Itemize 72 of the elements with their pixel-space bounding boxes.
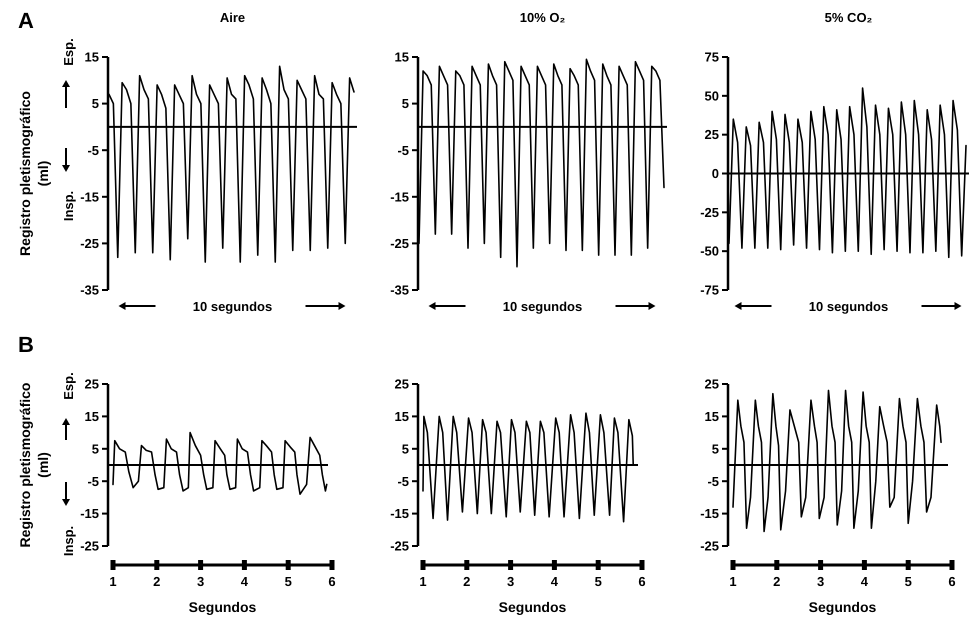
x-tick-label: 2 [463,574,470,589]
y-tick-label: -35 [80,282,99,298]
text: A [18,8,34,33]
y-tick-label: 5 [92,441,99,456]
y-tick-label: 25 [704,127,719,142]
y-tick-label: -25 [700,538,719,554]
y-tick-label: -35 [390,282,409,298]
y-tick-label: -5 [87,474,99,489]
y-tick-label: -15 [390,189,409,204]
y-tick-label: -25 [390,538,409,554]
x-tick-label: 3 [506,574,514,589]
x-tick-label: 1 [109,574,117,589]
y-tick-label: -25 [700,204,719,220]
y-tick-label: 25 [704,376,719,392]
y-tick-label: -15 [80,506,99,522]
text: B [18,332,34,357]
x-tick-label: 5 [904,574,912,589]
y-tick-label: -5 [707,474,719,489]
y-tick-label: 50 [704,88,719,104]
y-axis-title: Registro pletismográfico (ml) [17,382,51,548]
x-tick-label: 4 [860,574,869,589]
text: 10 segundos [808,299,888,314]
y-tick-label: 15 [394,50,409,65]
y-tick-label: -25 [80,236,99,251]
text: Esp. [61,38,76,66]
y-tick-label: -5 [397,474,409,489]
y-tick-label: 5 [402,441,409,456]
x-tick-label: 6 [328,574,336,589]
x-tick-label: 3 [196,574,204,589]
y-tick-label: -25 [390,236,409,251]
y-tick-label: -25 [80,538,99,554]
x-tick-label: 6 [948,574,956,589]
chart-title: 10% O₂ [520,10,566,25]
y-axis-title: Registro pletismográfico (ml) [17,91,51,256]
chart-title: Aire [220,10,246,25]
text: 10 segundos [192,299,272,314]
y-tick-label: 5 [92,96,99,112]
y-tick-label: -5 [397,142,409,158]
x-axis-title: Segundos [808,599,877,615]
x-axis-title: Segundos [498,599,567,615]
x-tick-label: 5 [594,574,602,589]
x-tick-label: 4 [240,574,249,589]
x-tick-label: 2 [153,574,160,589]
y-tick-label: -15 [700,506,719,522]
y-tick-label: 5 [712,441,719,456]
x-tick-label: 5 [284,574,292,589]
y-tick-label: -5 [87,142,99,158]
text: 10 segundos [502,299,582,314]
y-tick-label: -15 [80,189,99,204]
y-tick-label: 15 [394,408,409,424]
x-tick-label: 2 [773,574,780,589]
x-tick-label: 1 [419,574,427,589]
y-tick-label: 15 [84,408,99,424]
y-tick-label: -15 [390,506,409,522]
y-tick-label: 75 [704,50,719,65]
y-tick-label: 0 [712,166,719,182]
chart-title: 5% CO₂ [824,10,873,25]
x-axis-title: Segundos [188,599,257,615]
y-tick-label: 25 [394,376,409,392]
x-tick-label: 1 [729,574,737,589]
y-tick-label: 25 [84,376,99,392]
y-tick-label: 15 [704,408,719,424]
y-tick-label: -75 [700,282,719,298]
y-tick-label: -50 [700,244,719,259]
x-tick-label: 3 [816,574,824,589]
y-tick-label: 15 [84,50,99,65]
text: Insp. [61,526,76,556]
text: Esp. [61,372,76,400]
text: Insp. [61,190,76,222]
y-tick-label: 5 [402,96,409,112]
x-tick-label: 6 [638,574,646,589]
x-tick-label: 4 [550,574,559,589]
